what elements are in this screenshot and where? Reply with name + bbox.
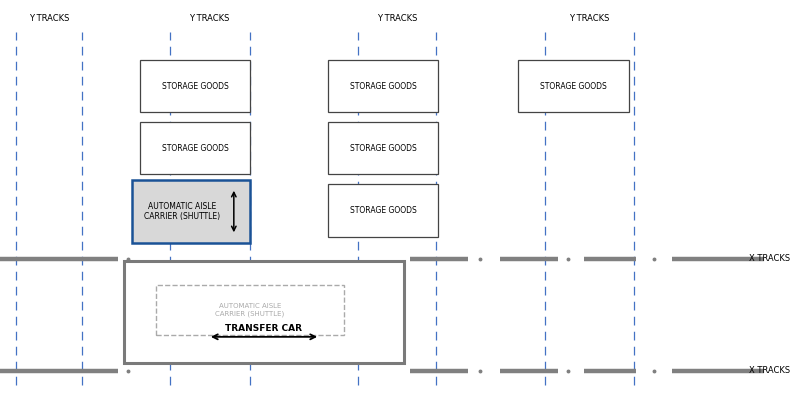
Bar: [132, 180, 250, 243]
Bar: [124, 261, 404, 363]
Text: Y TRACKS: Y TRACKS: [378, 14, 418, 22]
Text: AUTOMATIC AISLE
CARRIER (SHUTTLE): AUTOMATIC AISLE CARRIER (SHUTTLE): [144, 202, 220, 221]
Text: STORAGE GOODS: STORAGE GOODS: [162, 144, 229, 153]
Bar: [328, 60, 438, 112]
Text: STORAGE GOODS: STORAGE GOODS: [540, 82, 607, 91]
Text: Y TRACKS: Y TRACKS: [570, 14, 610, 22]
Bar: [518, 60, 629, 112]
Text: TRANSFER CAR: TRANSFER CAR: [226, 324, 302, 332]
Text: X TRACKS: X TRACKS: [750, 367, 790, 375]
Text: Y TRACKS: Y TRACKS: [190, 14, 230, 22]
Bar: [156, 285, 344, 335]
Text: STORAGE GOODS: STORAGE GOODS: [162, 82, 229, 91]
Bar: [140, 60, 250, 112]
Bar: [140, 122, 250, 174]
Text: X TRACKS: X TRACKS: [750, 254, 790, 263]
Bar: [328, 122, 438, 174]
Text: STORAGE GOODS: STORAGE GOODS: [350, 82, 417, 91]
Text: STORAGE GOODS: STORAGE GOODS: [350, 206, 417, 215]
Text: AUTOMATIC AISLE
CARRIER (SHUTTLE): AUTOMATIC AISLE CARRIER (SHUTTLE): [215, 303, 285, 316]
Bar: [328, 184, 438, 237]
Text: STORAGE GOODS: STORAGE GOODS: [350, 144, 417, 153]
Text: Y TRACKS: Y TRACKS: [30, 14, 70, 22]
